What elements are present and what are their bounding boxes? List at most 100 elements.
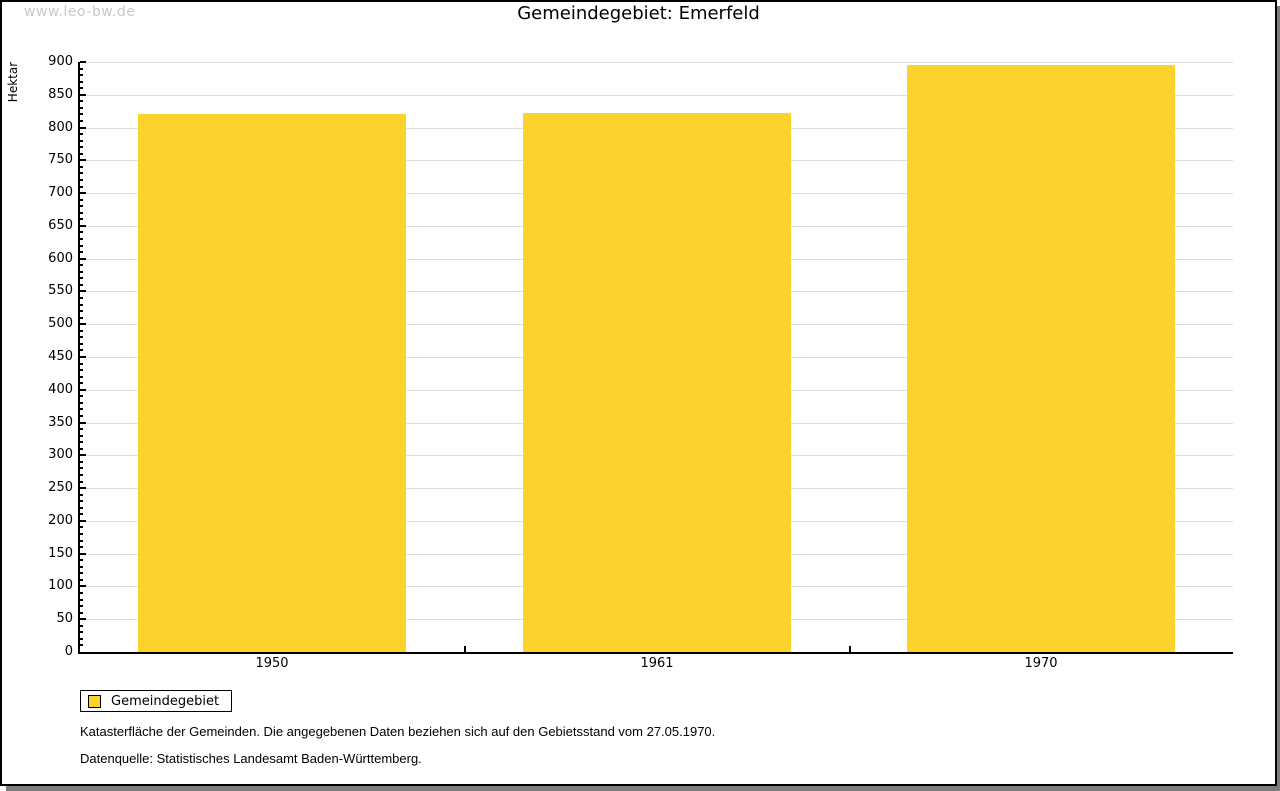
y-minor-tick-770 bbox=[80, 146, 83, 148]
y-minor-tick-590 bbox=[80, 264, 83, 266]
y-minor-tick-860 bbox=[80, 87, 83, 89]
y-minor-tick-790 bbox=[80, 133, 83, 135]
gridline-y-900 bbox=[80, 62, 1233, 63]
legend: Gemeindegebiet bbox=[80, 690, 232, 712]
y-tick-label-450: 450 bbox=[48, 349, 73, 364]
y-major-tick-300 bbox=[80, 454, 86, 456]
y-tick-label-200: 200 bbox=[48, 513, 73, 528]
y-major-tick-850 bbox=[80, 94, 86, 96]
y-minor-tick-240 bbox=[80, 494, 83, 496]
y-minor-tick-490 bbox=[80, 330, 83, 332]
y-minor-tick-630 bbox=[80, 238, 83, 240]
watermark: www.leo-bw.de bbox=[24, 4, 136, 20]
y-major-tick-700 bbox=[80, 192, 86, 194]
gridline-y-850 bbox=[80, 95, 1233, 96]
y-minor-tick-580 bbox=[80, 271, 83, 273]
y-tick-label-400: 400 bbox=[48, 382, 73, 397]
y-minor-tick-40 bbox=[80, 625, 83, 627]
y-minor-tick-680 bbox=[80, 205, 83, 207]
y-minor-tick-30 bbox=[80, 631, 83, 633]
y-minor-tick-560 bbox=[80, 284, 83, 286]
y-major-tick-500 bbox=[80, 323, 86, 325]
legend-color-swatch bbox=[88, 694, 101, 708]
legend-label: Gemeindegebiet bbox=[111, 693, 220, 709]
y-tick-label-850: 850 bbox=[48, 87, 73, 102]
y-minor-tick-20 bbox=[80, 638, 83, 640]
y-tick-label-50: 50 bbox=[56, 611, 73, 626]
y-minor-tick-420 bbox=[80, 376, 83, 378]
y-minor-tick-380 bbox=[80, 402, 83, 404]
y-minor-tick-660 bbox=[80, 218, 83, 220]
y-minor-tick-370 bbox=[80, 408, 83, 410]
y-minor-tick-870 bbox=[80, 81, 83, 83]
y-minor-tick-110 bbox=[80, 579, 83, 581]
y-minor-tick-10 bbox=[80, 644, 83, 646]
y-tick-label-300: 300 bbox=[48, 447, 73, 462]
y-minor-tick-160 bbox=[80, 546, 83, 548]
y-tick-label-350: 350 bbox=[48, 415, 73, 430]
bar-1950 bbox=[138, 114, 406, 652]
y-minor-tick-70 bbox=[80, 605, 83, 607]
footnote-data-source: Datenquelle: Statistisches Landesamt Bad… bbox=[80, 751, 422, 766]
y-tick-label-750: 750 bbox=[48, 152, 73, 167]
y-minor-tick-130 bbox=[80, 566, 83, 568]
x-category-label-1950: 1950 bbox=[255, 656, 289, 671]
y-tick-label-550: 550 bbox=[48, 283, 73, 298]
y-tick-label-800: 800 bbox=[48, 120, 73, 135]
y-major-tick-100 bbox=[80, 585, 86, 587]
y-minor-tick-140 bbox=[80, 559, 83, 561]
x-category-label-1961: 1961 bbox=[640, 656, 674, 671]
y-major-tick-750 bbox=[80, 159, 86, 161]
y-minor-tick-440 bbox=[80, 363, 83, 365]
y-minor-tick-260 bbox=[80, 481, 83, 483]
bar-1961 bbox=[523, 113, 791, 652]
y-minor-tick-320 bbox=[80, 441, 83, 443]
y-major-tick-900 bbox=[80, 61, 86, 63]
y-minor-tick-430 bbox=[80, 369, 83, 371]
y-minor-tick-280 bbox=[80, 467, 83, 469]
y-minor-tick-410 bbox=[80, 382, 83, 384]
chart-title: Gemeindegebiet: Emerfeld bbox=[517, 3, 760, 24]
y-minor-tick-230 bbox=[80, 500, 83, 502]
y-minor-tick-330 bbox=[80, 435, 83, 437]
y-minor-tick-740 bbox=[80, 166, 83, 168]
y-major-tick-400 bbox=[80, 389, 86, 391]
y-minor-tick-90 bbox=[80, 592, 83, 594]
y-minor-tick-390 bbox=[80, 395, 83, 397]
y-major-tick-50 bbox=[80, 618, 86, 620]
y-axis-line bbox=[78, 62, 80, 654]
y-tick-label-700: 700 bbox=[48, 185, 73, 200]
y-minor-tick-220 bbox=[80, 507, 83, 509]
y-minor-tick-210 bbox=[80, 513, 83, 515]
y-minor-tick-540 bbox=[80, 297, 83, 299]
y-minor-tick-670 bbox=[80, 212, 83, 214]
y-minor-tick-290 bbox=[80, 461, 83, 463]
y-minor-tick-820 bbox=[80, 113, 83, 115]
bar-1970 bbox=[907, 65, 1175, 652]
y-minor-tick-530 bbox=[80, 304, 83, 306]
y-minor-tick-510 bbox=[80, 317, 83, 319]
y-major-tick-350 bbox=[80, 422, 86, 424]
y-minor-tick-720 bbox=[80, 179, 83, 181]
y-major-tick-250 bbox=[80, 487, 86, 489]
y-minor-tick-780 bbox=[80, 140, 83, 142]
y-minor-tick-620 bbox=[80, 245, 83, 247]
y-minor-tick-340 bbox=[80, 428, 83, 430]
x-axis-line bbox=[78, 652, 1233, 654]
y-minor-tick-690 bbox=[80, 199, 83, 201]
y-minor-tick-810 bbox=[80, 120, 83, 122]
y-minor-tick-190 bbox=[80, 526, 83, 528]
y-major-tick-650 bbox=[80, 225, 86, 227]
y-tick-label-100: 100 bbox=[48, 578, 73, 593]
y-tick-label-150: 150 bbox=[48, 546, 73, 561]
y-minor-tick-460 bbox=[80, 349, 83, 351]
y-tick-label-0: 0 bbox=[64, 644, 73, 659]
y-major-tick-450 bbox=[80, 356, 86, 358]
y-major-tick-150 bbox=[80, 553, 86, 555]
y-minor-tick-310 bbox=[80, 448, 83, 450]
y-minor-tick-470 bbox=[80, 343, 83, 345]
y-minor-tick-80 bbox=[80, 599, 83, 601]
y-minor-tick-520 bbox=[80, 310, 83, 312]
